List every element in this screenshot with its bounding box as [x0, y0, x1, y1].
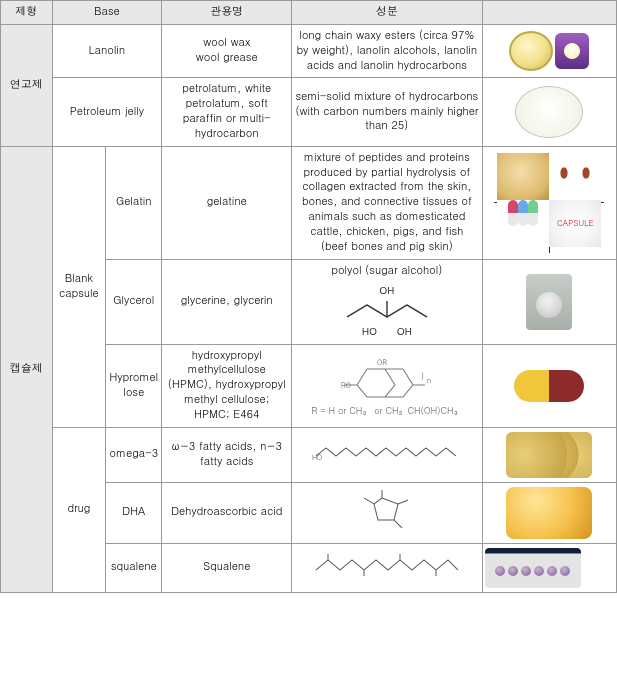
- capsule-icon: [514, 370, 584, 402]
- common-squalene: Squalene: [162, 543, 292, 592]
- base-glycerol: Glycerol: [106, 259, 162, 344]
- base-petrolatum: Petroleum jelly: [52, 78, 162, 146]
- image-petrolatum: [482, 78, 616, 146]
- col-base: Base: [52, 1, 162, 25]
- base-dha: DHA: [106, 482, 162, 543]
- image-hpmc: [482, 344, 616, 427]
- comp-lanolin: long chain waxy esters (circa 97% by wei…: [292, 24, 482, 78]
- comp-dha: [292, 482, 482, 543]
- glycerol-text: polyol (sugar alcohol): [331, 263, 442, 278]
- common-lanolin: wool wax wool grease: [162, 24, 292, 78]
- group-blank-capsule: Blank capsule: [52, 146, 106, 427]
- base-lanolin: Lanolin: [52, 24, 162, 78]
- pharma-base-table: 제형 Base 관용명 성분 연고제 Lanolin wool wax wool…: [0, 0, 617, 593]
- svg-text:): ): [421, 371, 424, 382]
- common-petrolatum: petrolatum, white petrolatum, soft paraf…: [162, 78, 292, 146]
- glycerol-formula-top: OH: [295, 285, 478, 299]
- base-gelatin: Gelatin: [106, 146, 162, 259]
- omega3-chain-icon: HO: [312, 440, 462, 464]
- comp-glycerol: polyol (sugar alcohol) OH HO OH: [292, 259, 482, 344]
- col-common: 관용명: [162, 1, 292, 25]
- base-squalene: squalene: [106, 543, 162, 592]
- col-comp: 성분: [292, 1, 482, 25]
- comp-omega3: HO: [292, 427, 482, 482]
- common-hpmc: hydroxypropyl methylcellulose (HPMC), hy…: [162, 344, 292, 427]
- gelatin-grid-icon: CAPSULE: [494, 153, 604, 253]
- white-disc-icon: [515, 86, 583, 138]
- image-gelatin: CAPSULE: [482, 146, 616, 259]
- section-capsule-label: 캡슐제: [1, 146, 53, 592]
- common-dha: Dehydroascorbic acid: [162, 482, 292, 543]
- svg-text:n: n: [427, 375, 431, 385]
- softgels-icon: [506, 432, 592, 478]
- glycerol-formula: OH HO OH: [295, 279, 478, 340]
- common-gelatin: gelatine: [162, 146, 292, 259]
- base-hpmc: Hypromellose: [106, 344, 162, 427]
- hpmc-structure-icon: RO OR ) n: [327, 355, 447, 401]
- table-header-row: 제형 Base 관용명 성분: [1, 1, 617, 25]
- glycerol-structure-icon: [343, 299, 431, 321]
- svg-text:RO: RO: [341, 380, 351, 390]
- image-omega3: [482, 427, 616, 482]
- row-lanolin: 연고제 Lanolin wool wax wool grease long ch…: [1, 24, 617, 78]
- flask-icon: [526, 274, 572, 330]
- oil-icon: [506, 487, 592, 539]
- col-type: 제형: [1, 1, 53, 25]
- section-ointment-label: 연고제: [1, 24, 53, 146]
- common-glycerol: glycerine, glycerin: [162, 259, 292, 344]
- comp-gelatin: mixture of peptides and proteins produce…: [292, 146, 482, 259]
- image-squalene: [482, 543, 616, 592]
- blister-pack-icon: [485, 548, 581, 588]
- col-image: [482, 1, 616, 25]
- row-omega3: drug omega-3 ω−3 fatty acids, n−3 fatty …: [1, 427, 617, 482]
- purple-jar-icon: [555, 33, 589, 69]
- comp-hpmc: RO OR ) n R = H or CH₃ or CH₂CH(OH)CH₃: [292, 344, 482, 427]
- image-glycerol: [482, 259, 616, 344]
- image-dha: [482, 482, 616, 543]
- base-omega3: omega-3: [106, 427, 162, 482]
- svg-text:HO: HO: [312, 452, 322, 462]
- row-gelatin: 캡슐제 Blank capsule Gelatin gelatine mixtu…: [1, 146, 617, 259]
- common-omega3: ω−3 fatty acids, n−3 fatty acids: [162, 427, 292, 482]
- image-lanolin: [482, 24, 616, 78]
- svg-text:OR: OR: [377, 357, 387, 367]
- jar-icon: [509, 31, 553, 71]
- row-petrolatum: Petroleum jelly petrolatum, white petrol…: [1, 78, 617, 146]
- comp-petrolatum: semi-solid mixture of hydrocarbons (with…: [292, 78, 482, 146]
- hpmc-note: R = H or CH₃ or CH₂CH(OH)CH₃: [295, 406, 478, 417]
- glycerol-formula-bottom: HO OH: [295, 326, 478, 340]
- squalene-chain-icon: [312, 554, 462, 576]
- dha-structure-icon: [352, 488, 422, 532]
- group-drug: drug: [52, 427, 106, 592]
- comp-squalene: [292, 543, 482, 592]
